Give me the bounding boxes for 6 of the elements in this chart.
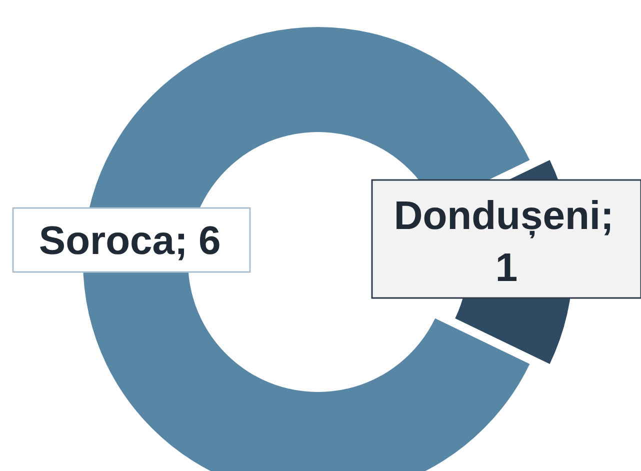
text: ;	[600, 194, 614, 238]
slice-label: Soroca	[38, 219, 176, 263]
slice-label: Dondușeni	[394, 194, 600, 239]
data-label: 6	[198, 219, 221, 263]
data-label: 1	[495, 246, 518, 290]
text: ;	[174, 219, 188, 263]
